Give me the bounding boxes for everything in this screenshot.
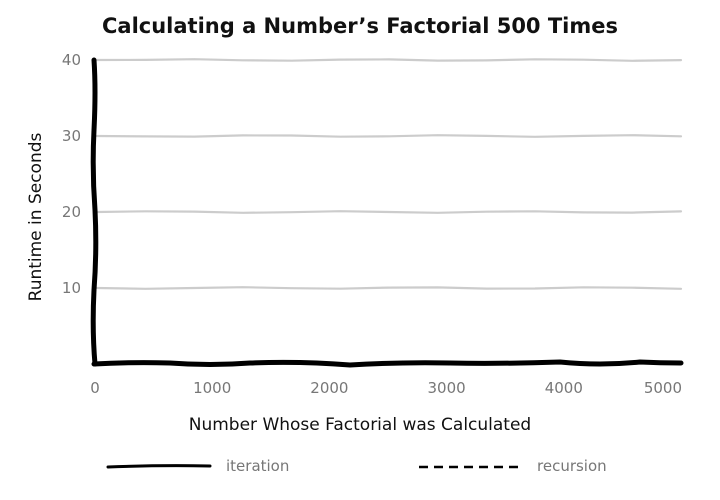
y-axis-line	[90, 57, 99, 367]
legend-label-iteration: iteration	[226, 457, 289, 475]
x-tick-labels: 0 1000 2000 3000 4000 5000	[90, 379, 682, 397]
x-tick-label: 4000	[545, 379, 583, 397]
grid-line	[95, 58, 683, 62]
grid-line	[95, 210, 683, 214]
legend-label-recursion: recursion	[537, 457, 607, 475]
grid-line	[95, 286, 683, 290]
x-tick-label: 3000	[428, 379, 466, 397]
grid-lines	[95, 58, 683, 290]
x-axis-line	[91, 359, 684, 368]
legend: iteration recursion	[106, 457, 607, 475]
x-axis-title: Number Whose Factorial was Calculated	[189, 415, 531, 435]
y-tick-label: 20	[62, 203, 81, 221]
x-tick-label: 2000	[310, 379, 348, 397]
x-tick-label: 1000	[193, 379, 231, 397]
y-tick-label: 10	[62, 279, 81, 297]
x-tick-label: 0	[90, 379, 100, 397]
legend-swatch-iteration	[106, 464, 212, 469]
y-tick-label: 40	[62, 51, 81, 69]
legend-item-iteration: iteration	[106, 457, 289, 475]
y-axis-title: Runtime in Seconds	[26, 132, 46, 301]
y-tick-labels: 10 20 30 40	[62, 51, 81, 297]
x-tick-label: 5000	[644, 379, 682, 397]
legend-item-recursion: recursion	[419, 457, 607, 475]
y-tick-label: 30	[62, 127, 81, 145]
chart-title: Calculating a Number’s Factorial 500 Tim…	[102, 14, 618, 38]
grid-line	[95, 134, 683, 138]
